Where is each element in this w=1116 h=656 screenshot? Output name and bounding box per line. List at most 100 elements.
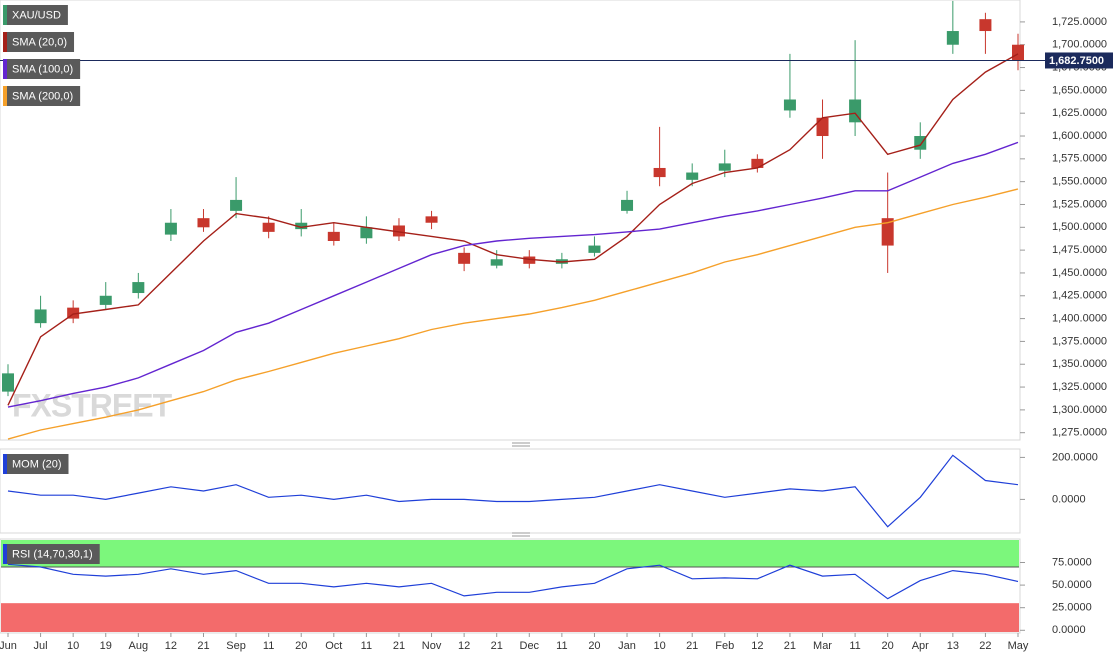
y-tick-label: 1,450.0000 [1052,267,1107,279]
candle-body [621,199,634,211]
price-label-box [1045,52,1113,69]
x-tick-label: 13 [947,640,959,652]
y-tick-label: 1,375.0000 [1052,335,1107,347]
x-tick-label: 19 [100,640,112,652]
y-tick-label: 1,400.0000 [1052,312,1107,324]
candle-body [523,256,536,264]
candle-body [2,373,14,392]
candle-body [946,31,959,45]
legend-swatch [3,454,7,474]
x-tick-label: 22 [979,640,991,652]
sma-line [7,141,1019,408]
candle-body [816,117,829,137]
y-tick-label: 1,525.0000 [1052,198,1107,210]
legend-box [3,86,81,106]
y-tick-label: 1,725.0000 [1052,16,1107,28]
candle-body [99,295,112,305]
legend-label: SMA (200,0) [12,90,73,102]
legend-swatch [3,86,7,106]
panel-grip [512,442,530,537]
x-tick-label: 20 [588,640,600,652]
sma-line [7,188,1019,440]
watermark: FXSTREET [12,387,173,423]
x-tick-label: 10 [67,640,79,652]
candle-body [164,222,177,235]
legend-box [3,544,100,564]
candle-body [686,172,699,180]
candle-body [262,222,275,232]
legend-swatch [3,5,7,25]
x-tick-label: 21 [686,640,698,652]
y-tick-label: 1,475.0000 [1052,244,1107,256]
y-tick-label: 0.0000 [1052,624,1086,636]
legend-swatch [3,59,7,79]
y-tick-label: 1,550.0000 [1052,176,1107,188]
y-tick-label: 1,575.0000 [1052,153,1107,165]
y-tick-label: 1,700.0000 [1052,39,1107,51]
y-tick-label: 1,600.0000 [1052,130,1107,142]
x-tick-label: Oct [325,640,342,652]
x-tick-label: Sep [226,640,246,652]
y-tick-label: 1,275.0000 [1052,427,1107,439]
x-tick-label: May [1008,640,1029,652]
x-tick-label: Jul [34,640,48,652]
y-tick-label: 0.0000 [1052,493,1086,505]
x-tick-label: 12 [165,640,177,652]
indicator-line [7,454,1019,528]
x-tick-label: 21 [784,640,796,652]
x-tick-label: Aug [129,640,149,652]
x-tick-label: 12 [751,640,763,652]
candle-body [588,245,601,253]
candle-body [490,259,503,266]
candle-body [132,282,145,294]
legend-label: RSI (14,70,30,1) [12,548,93,560]
y-tick-label: 1,350.0000 [1052,358,1107,370]
overbought-zone [1,540,1019,568]
x-tick-label: 21 [393,640,405,652]
x-tick-label: 21 [197,640,209,652]
oversold-zone [1,603,1019,632]
x-tick-label: 21 [491,640,503,652]
candle-body [197,218,210,228]
candle-body [653,167,666,178]
y-tick-label: 1,325.0000 [1052,381,1107,393]
candle-body [751,158,764,168]
legend-swatch [3,544,7,564]
candle-body [458,252,471,264]
candle-body [718,163,731,171]
sma-line [7,53,1019,406]
x-tick-label: 10 [653,640,665,652]
x-tick-label: 12 [458,640,470,652]
legend-box [3,454,69,474]
x-tick-label: Jan [618,640,636,652]
legend-swatch [3,32,7,52]
x-tick-label: Apr [912,640,929,652]
x-tick-label: Feb [715,640,734,652]
candle-body [34,309,47,324]
legend-label: SMA (20,0) [12,36,67,48]
y-tick-label: 1,425.0000 [1052,290,1107,302]
legend-box [3,32,75,52]
y-tick-label: 1,500.0000 [1052,221,1107,233]
x-tick-label: Nov [422,640,442,652]
y-tick-label: 1,625.0000 [1052,107,1107,119]
candle-body [392,225,405,237]
price-panel [0,0,1021,441]
candle-body [360,227,373,239]
x-tick-label: 11 [556,640,567,652]
candle-body [881,218,894,246]
price-label: 1,682.7500 [1049,55,1104,67]
x-tick-label: 11 [263,640,274,652]
y-tick-label: 50.0000 [1052,579,1092,591]
y-tick-label: 200.0000 [1052,451,1098,463]
candle-body [327,231,340,241]
candle-body [295,222,308,230]
x-tick-label: Mar [813,640,832,652]
y-tick-label: 1,650.0000 [1052,84,1107,96]
x-tick-label: 20 [882,640,894,652]
indicator-line [7,563,1019,600]
mom-panel [0,448,1021,534]
x-tick-label: 11 [849,640,860,652]
legend-label: MOM (20) [12,458,62,470]
